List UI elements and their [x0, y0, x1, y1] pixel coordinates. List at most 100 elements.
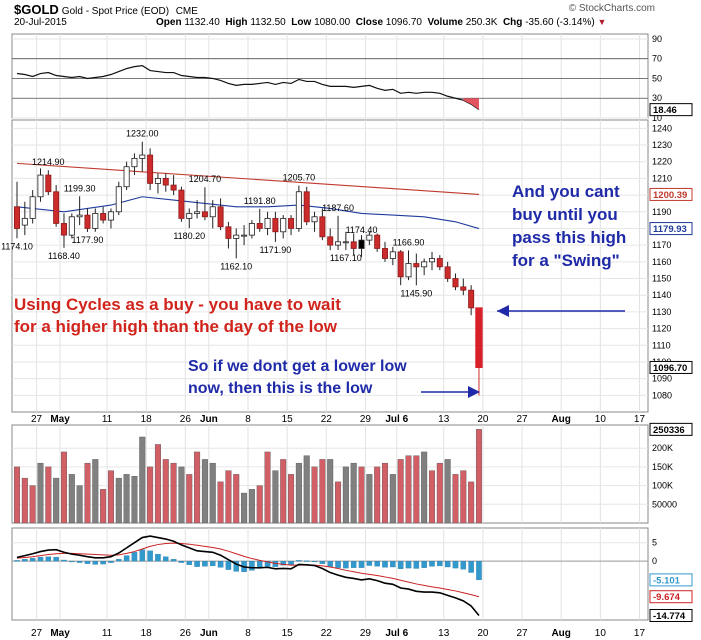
- rsi-tick-label: 70: [652, 54, 662, 64]
- high-value: 1132.50: [250, 17, 286, 28]
- annotation-cycles-line-2: for a higher high than the day of the lo…: [14, 317, 337, 336]
- macd-histogram-bar: [343, 560, 349, 569]
- macd-histogram-bar: [76, 560, 83, 563]
- price-callout: 1191.80: [244, 196, 276, 206]
- price-callout: 1180.20: [173, 231, 205, 241]
- x-tick-label-bottom: 8: [245, 628, 251, 639]
- macd-signal-line: [16, 542, 480, 598]
- chg-value: -35.60 (-3.14%): [525, 17, 595, 28]
- x-tick-label: 10: [595, 414, 607, 425]
- volume-bar: [389, 474, 396, 524]
- price-last-label-box: [649, 222, 693, 236]
- volume-bar: [92, 459, 99, 524]
- volume-label: Volume: [427, 17, 463, 28]
- price-callout: 1171.90: [259, 245, 291, 255]
- macd-histogram-bar: [37, 556, 44, 562]
- x-tick-label-bottom: 27: [516, 628, 528, 639]
- macd-histogram-bar: [350, 560, 357, 568]
- rsi-oversold-fill: [463, 98, 479, 110]
- candle-body: [139, 154, 146, 159]
- price-tick-label: 1170: [652, 240, 671, 250]
- volume-bar: [53, 477, 60, 524]
- candle-body: [319, 216, 326, 238]
- rsi-last-value-box: [649, 103, 693, 117]
- candle-body: [452, 278, 459, 288]
- candle-body: [178, 189, 185, 219]
- rsi-tick-label: 10: [652, 113, 662, 123]
- x-tick-label-bottom: 29: [360, 628, 372, 639]
- volume-bar: [452, 474, 459, 524]
- price-callout: 1167.10: [330, 253, 362, 263]
- volume-bar: [162, 459, 169, 524]
- macd-tick-label: 5: [652, 538, 657, 548]
- price-tick-label: 1150: [652, 274, 671, 284]
- price-callout: 1199.30: [64, 183, 96, 193]
- price-callout: 1214.90: [32, 157, 65, 167]
- x-tick-label: 27: [516, 414, 528, 425]
- high-label: High: [225, 17, 248, 28]
- x-tick-label: Jul 6: [385, 414, 408, 425]
- volume-bar: [60, 451, 67, 524]
- macd-last-label-box: [649, 573, 693, 587]
- annotation-cycles-line-1: Using Cycles as a buy - you have to wait: [14, 295, 341, 314]
- x-tick-label-bottom: 10: [595, 628, 607, 639]
- volume-bar: [154, 444, 161, 524]
- x-tick-label: 20: [477, 414, 489, 425]
- macd-histogram-bar: [29, 558, 36, 562]
- candle-body: [170, 184, 177, 191]
- macd-histogram-bar: [178, 560, 185, 563]
- macd-last-label-box: [649, 590, 693, 604]
- macd-histogram-bar: [139, 549, 146, 562]
- x-tick-label-bottom: 26: [180, 628, 192, 639]
- x-tick-label: Jun: [200, 414, 218, 425]
- x-tick-label: Aug: [551, 414, 570, 425]
- volume-bar: [37, 462, 44, 524]
- brand-label: © StockCharts.com: [568, 3, 655, 14]
- price-callout: 1205.70: [283, 173, 316, 183]
- candle-body: [53, 191, 60, 224]
- macd-histogram-bar: [288, 560, 294, 565]
- volume-last-value-box: [649, 422, 693, 436]
- macd-histogram-bar: [147, 550, 153, 562]
- macd-histogram-bar: [452, 560, 459, 569]
- annotation-swing-line-3: pass this high: [512, 228, 627, 247]
- rsi-panel-frame: [11, 33, 649, 119]
- macd-histogram-bar: [123, 555, 130, 562]
- macd-histogram-bar: [460, 560, 467, 570]
- low-arrow-head: [468, 386, 480, 398]
- x-tick-label-bottom: Jun: [200, 628, 218, 639]
- annotation-swing-line-4: for a "Swing": [512, 251, 620, 270]
- candle-body: [389, 251, 396, 259]
- candle-body: [256, 223, 263, 229]
- volume-tick-label: 150K: [652, 462, 673, 472]
- candle-body: [288, 218, 295, 229]
- macd-histogram-bar: [413, 560, 420, 569]
- candle-body: [272, 218, 279, 233]
- rsi-last-value: 18.46: [653, 105, 677, 116]
- macd-histogram-bar: [296, 560, 302, 562]
- volume-bar: [366, 474, 373, 524]
- candle-body: [264, 218, 271, 229]
- macd-histogram-bar: [366, 560, 373, 566]
- volume-bar: [194, 451, 201, 524]
- volume-bar: [413, 455, 420, 524]
- volume-bar: [139, 436, 146, 524]
- macd-last-label: -5.101: [653, 575, 681, 586]
- candle-body: [225, 226, 232, 239]
- volume-bar: [319, 459, 326, 524]
- candle-body: [29, 196, 36, 219]
- macd-last-label: -9.674: [653, 592, 681, 603]
- candle-body: [444, 266, 451, 279]
- candle-body: [60, 223, 67, 236]
- volume-bar: [131, 476, 138, 524]
- candle-body: [382, 248, 389, 259]
- x-tick-label-bottom: 11: [102, 628, 113, 639]
- volume-bar: [45, 466, 52, 524]
- macd-histogram-bar: [280, 560, 286, 566]
- volume-bar: [178, 466, 185, 524]
- rsi-tick-label: 30: [652, 93, 662, 103]
- macd-histogram-bar: [390, 560, 396, 568]
- volume-bar: [21, 477, 28, 524]
- x-tick-label-bottom: 22: [321, 628, 333, 639]
- rsi-tick-label: 90: [652, 34, 662, 44]
